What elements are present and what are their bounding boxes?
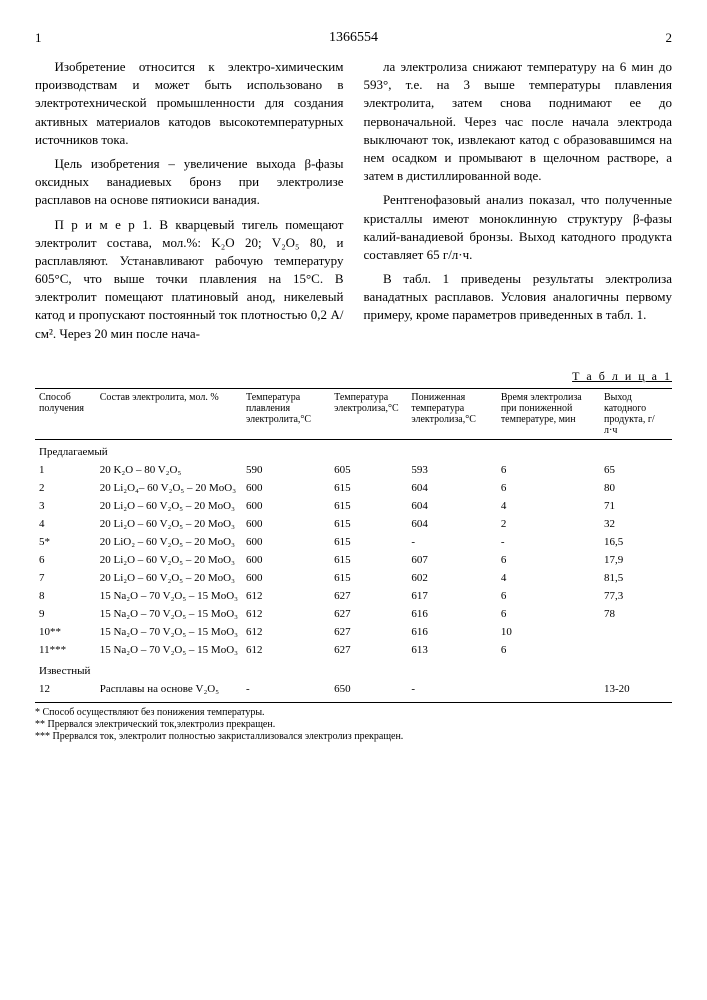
col-electrolysis-temp: Температура электролиза,°С [330, 388, 407, 439]
footnote-3: *** Прервался ток, электролит полностью … [35, 731, 672, 742]
right-page-num: 2 [666, 30, 673, 46]
footnote-1: * Способ осуществляют без понижения темп… [35, 707, 672, 718]
table-row: 10**15 Na₂O – 70 V₂O₅ – 15 MoO₃612627616… [35, 623, 672, 641]
col-composition: Состав электролита, мол. % [96, 388, 242, 439]
left-para-1: Изобретение относится к электро-химическ… [35, 58, 344, 149]
body-columns: Изобретение относится к электро-химическ… [35, 58, 672, 349]
section-proposed: Предлагаемый [35, 439, 672, 461]
table-row: 5*20 LiO₂ – 60 V₂O₅ – 20 MoO₃600615--16,… [35, 533, 672, 551]
footnotes: * Способ осуществляют без понижения темп… [35, 702, 672, 742]
left-para-2: Цель изобретения – увеличение выхода β-ф… [35, 155, 344, 210]
section-proposed-label: Предлагаемый [35, 439, 672, 461]
table-row: 11***15 Na₂O – 70 V₂O₅ – 15 MoO₃61262761… [35, 641, 672, 659]
table-row: 220 Li₂O₄– 60 V₂O₅ – 20 MoO₃600615604680 [35, 479, 672, 497]
section-known-label: Известный [35, 659, 672, 680]
section-known: Известный [35, 659, 672, 680]
col-melt-temp: Температура плавления электролита,°С [242, 388, 330, 439]
col-method: Способ получения [35, 388, 96, 439]
table-row: 815 Na₂O – 70 V₂O₅ – 15 MoO₃612627617677… [35, 587, 672, 605]
table-header-row: Способ получения Состав электролита, мол… [35, 388, 672, 439]
document-number: 1366554 [42, 30, 666, 46]
right-column: ла электролиза снижают температуру на 6 … [364, 58, 673, 349]
col-yield: Выход катодного продукта, г/л·ч [600, 388, 672, 439]
col-time: Время электролиза при пониженной темпера… [497, 388, 600, 439]
right-para-1: ла электролиза снижают температуру на 6 … [364, 58, 673, 185]
left-column: Изобретение относится к электро-химическ… [35, 58, 344, 349]
left-para-3: П р и м е р 1. В кварцевый тигель помеща… [35, 216, 344, 343]
right-para-3: В табл. 1 приведены результаты электроли… [364, 270, 673, 325]
results-table: Способ получения Состав электролита, мол… [35, 388, 672, 698]
footnote-2: ** Прервался электрический ток,электроли… [35, 719, 672, 730]
table-row: 915 Na₂O – 70 V₂O₅ – 15 MoO₃612627616678 [35, 605, 672, 623]
table-row: 720 Li₂O – 60 V₂O₅ – 20 MoO₃600615602481… [35, 569, 672, 587]
table-row: 12Расплавы на основе V₂O₅-650-13-20 [35, 680, 672, 698]
page-header: 1 1366554 2 [35, 30, 672, 46]
table-row: 620 Li₂O – 60 V₂O₅ – 20 MoO₃600615607617… [35, 551, 672, 569]
table-title: Т а б л и ц а 1 [35, 369, 672, 384]
table-row: 320 Li₂O – 60 V₂O₅ – 20 MoO₃600615604471 [35, 497, 672, 515]
table-row: 420 Li₂O – 60 V₂O₅ – 20 MoO₃600615604232 [35, 515, 672, 533]
table-row: 120 K₂O – 80 V₂O₅590605593665 [35, 461, 672, 479]
col-lowered-temp: Пониженная температура электролиза,°С [407, 388, 496, 439]
right-para-2: Рентгенофазовый анализ показал, что полу… [364, 191, 673, 264]
